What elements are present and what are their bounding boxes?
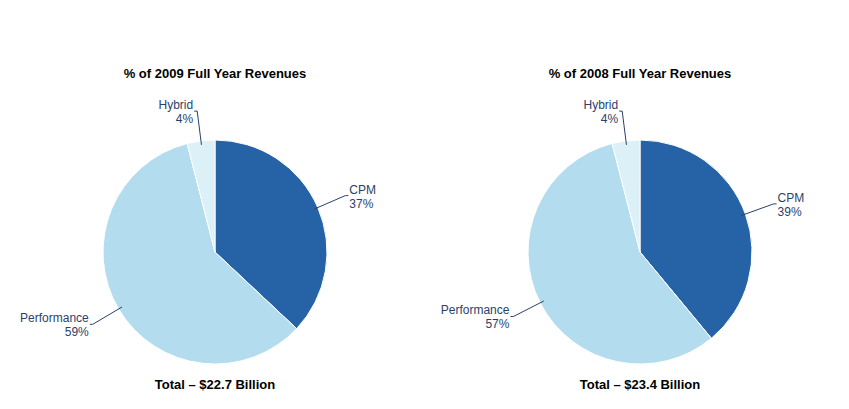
slices bbox=[103, 140, 327, 364]
leader-line bbox=[513, 301, 543, 316]
chart-total: Total – $22.7 Billion bbox=[155, 377, 275, 392]
slice-label: CPM bbox=[349, 183, 376, 197]
slice-label: Performance bbox=[20, 311, 89, 325]
leader-line bbox=[622, 111, 626, 145]
slice-value-label: 37% bbox=[349, 197, 373, 211]
slice-label: Performance bbox=[441, 303, 510, 317]
chart-root: % of 2009 Full Year Revenues Total – $22.… bbox=[0, 0, 849, 409]
leader-line bbox=[742, 204, 774, 216]
slice-value-label: 59% bbox=[65, 325, 89, 339]
leader-line bbox=[197, 111, 201, 145]
slice-value-label: 57% bbox=[485, 317, 509, 331]
slice-value-label: 4% bbox=[601, 112, 619, 126]
labels: CPM37% Performance59% Hybrid4% bbox=[20, 98, 376, 339]
slice-label: Hybrid bbox=[584, 98, 619, 112]
chart-title: % of 2009 Full Year Revenues bbox=[124, 66, 307, 81]
pie-slice bbox=[187, 140, 215, 252]
leader-line bbox=[619, 111, 622, 112]
slice-label: CPM bbox=[778, 191, 805, 205]
slice-value-label: 4% bbox=[176, 112, 194, 126]
leader-line bbox=[194, 111, 197, 112]
labels: CPM39% Performance57% Hybrid4% bbox=[441, 98, 805, 331]
pie-slice bbox=[528, 144, 711, 364]
pie-chart: % of 2008 Full Year Revenues Total – $23.… bbox=[441, 66, 805, 392]
slice-label: Hybrid bbox=[159, 98, 194, 112]
leader-line bbox=[345, 195, 348, 196]
leader-line bbox=[314, 196, 345, 210]
slice-value-label: 39% bbox=[778, 205, 802, 219]
chart-total: Total – $23.4 Billion bbox=[580, 377, 700, 392]
chart-title: % of 2008 Full Year Revenues bbox=[549, 66, 732, 81]
leader-line bbox=[90, 324, 93, 325]
slices bbox=[528, 140, 752, 364]
leader-line bbox=[93, 307, 122, 324]
leader-line bbox=[774, 203, 777, 204]
leader-line bbox=[510, 316, 513, 317]
pie-slice bbox=[612, 140, 640, 252]
pie-chart: % of 2009 Full Year Revenues Total – $22.… bbox=[20, 66, 376, 392]
